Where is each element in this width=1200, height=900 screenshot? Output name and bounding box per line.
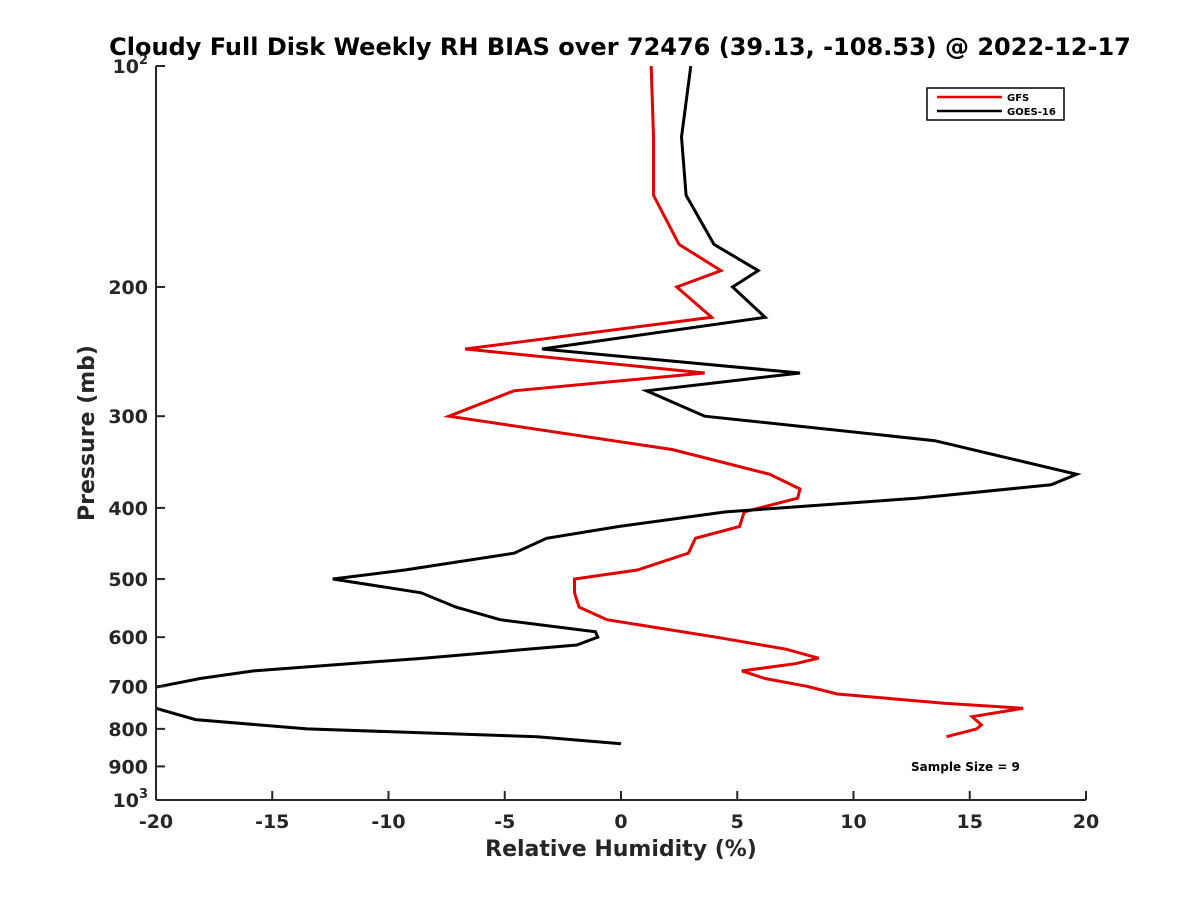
chart-title: Cloudy Full Disk Weekly RH BIAS over 724… [109, 33, 1131, 61]
x-tick-label: -5 [494, 811, 515, 833]
legend-label-goes16: GOES-16 [1007, 107, 1056, 118]
y-tick-label: 103 [113, 787, 149, 812]
x-axis-label: Relative Humidity (%) [485, 837, 757, 862]
sample-size-annotation: Sample Size = 9 [911, 760, 1020, 774]
x-tick-label: -10 [371, 811, 405, 833]
series-line-gfs [443, 66, 1024, 739]
series-line-goes-16 [156, 66, 1082, 746]
y-tick-label: 102 [113, 53, 149, 78]
legend-label-gfs: GFS [1007, 93, 1029, 104]
y-tick-label: 700 [108, 676, 148, 698]
x-tick-label: -15 [255, 811, 289, 833]
x-tick-label: 20 [1073, 811, 1099, 833]
x-tick-label: 0 [614, 811, 627, 833]
y-tick-label: 300 [108, 406, 148, 428]
y-tick-label: 200 [108, 277, 148, 299]
y-tick-label: 500 [108, 569, 148, 591]
x-tick-label: -20 [139, 811, 173, 833]
y-tick-label: 800 [108, 719, 148, 741]
x-tick-label: 10 [840, 811, 866, 833]
legend: GFS GOES-16 [926, 87, 1065, 121]
y-tick-label: 900 [108, 756, 148, 778]
x-tick-label: 15 [957, 811, 983, 833]
y-tick-label: 400 [108, 498, 148, 520]
y-axis-label: Pressure (mb) [75, 345, 100, 521]
x-tick-label: 5 [731, 811, 744, 833]
plot-area: -20 -15 -10 -5 0 5 10 15 20 102 200 300 400 500 600 70… [108, 53, 1099, 833]
legend-box [926, 87, 1065, 121]
y-tick-label: 600 [108, 627, 148, 649]
